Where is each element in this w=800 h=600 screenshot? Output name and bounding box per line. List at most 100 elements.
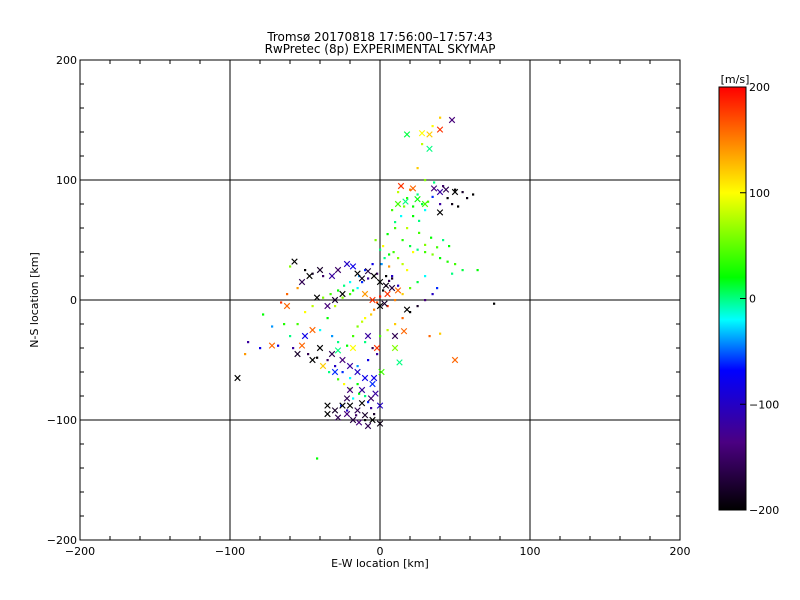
colorbar-tick-label: 0 (749, 293, 756, 306)
data-point-cross (328, 350, 336, 358)
data-point (416, 167, 419, 170)
data-point (386, 233, 389, 236)
data-point-cross (324, 302, 331, 310)
data-point-cross (364, 268, 372, 275)
data-point (394, 227, 397, 230)
data-point (391, 209, 394, 212)
data-point-cross (324, 410, 331, 418)
data-point-cross (355, 419, 363, 426)
data-point-cross (354, 407, 361, 414)
data-point (337, 341, 340, 344)
data-point (328, 371, 331, 374)
data-point (433, 181, 436, 184)
data-point-cross (331, 407, 339, 414)
data-point (346, 344, 349, 347)
colorbar-tick-label: 200 (749, 81, 770, 94)
data-point (424, 209, 427, 212)
data-point-cross (349, 344, 357, 352)
data-point (394, 221, 397, 224)
data-point-cross (234, 374, 241, 382)
colorbar-tick-label: −200 (749, 504, 779, 517)
data-point-cross (451, 188, 459, 196)
axis-ticks (79, 59, 681, 541)
data-point-cross (309, 326, 316, 334)
data-point (322, 296, 325, 299)
data-point (349, 293, 352, 296)
data-point (397, 257, 400, 260)
data-point (379, 248, 382, 251)
data-point-cross (442, 186, 450, 193)
data-point-cross (334, 414, 342, 421)
data-point-cross (328, 272, 336, 280)
x-axis-label: E-W location [km] (331, 557, 429, 570)
data-point-cross (436, 209, 444, 216)
data-point (247, 341, 250, 344)
data-point (391, 275, 394, 278)
data-point (439, 116, 442, 119)
data-point (289, 265, 292, 268)
data-point-cross (361, 412, 369, 419)
data-point (442, 185, 445, 188)
data-point (337, 289, 340, 292)
data-point (457, 205, 460, 208)
data-point (416, 193, 419, 196)
data-point-cross (339, 402, 346, 409)
data-point (292, 347, 295, 350)
data-point (356, 383, 359, 386)
data-point (358, 392, 361, 395)
data-point-cross (349, 416, 357, 424)
x-tick-labels: −200 −100 0 100 200 (65, 545, 691, 558)
data-point (361, 320, 364, 323)
colorbar-ticks: 200 100 0 −100 −200 (740, 81, 779, 517)
data-point-cross (358, 386, 366, 394)
data-point (436, 287, 439, 290)
data-point-cross (268, 342, 276, 349)
data-point (283, 323, 286, 326)
data-point (416, 281, 419, 284)
data-point (424, 275, 427, 278)
data-point (448, 245, 451, 248)
data-point-cross (436, 126, 444, 133)
data-point (352, 289, 355, 292)
data-point (388, 265, 391, 268)
data-point-cross (418, 130, 426, 137)
data-point-cross (349, 263, 357, 270)
data-point-cross (397, 182, 405, 190)
data-point (379, 295, 382, 298)
data-point-cross (448, 116, 456, 124)
y-tick-label: 200 (56, 54, 77, 67)
data-point (296, 287, 299, 290)
data-point (421, 203, 424, 206)
data-point (385, 275, 388, 278)
data-point (364, 395, 367, 398)
data-point (371, 347, 374, 350)
y-tick-labels: −200 −100 0 100 200 (47, 54, 77, 547)
data-point (382, 245, 385, 248)
data-point-cross (414, 196, 421, 203)
data-point-cross (376, 420, 384, 427)
colorbar-tick-label: −100 (749, 398, 779, 411)
data-point (316, 457, 319, 460)
data-points (234, 116, 496, 460)
data-point (436, 246, 439, 249)
data-point (364, 341, 367, 344)
data-point (401, 263, 404, 266)
data-point (424, 251, 427, 254)
data-point-cross (361, 290, 369, 298)
data-point (316, 356, 319, 359)
data-point-cross (403, 131, 411, 138)
data-point (394, 323, 397, 326)
data-point (392, 251, 395, 254)
data-point-cross (409, 185, 417, 192)
data-point-cross (306, 272, 313, 280)
data-point (439, 332, 442, 335)
data-point (259, 347, 262, 350)
data-point-cross (343, 395, 351, 402)
data-point-cross (391, 332, 399, 340)
data-point-cross (376, 278, 384, 286)
data-point (373, 413, 376, 416)
data-point (373, 308, 376, 311)
data-point-cross (430, 185, 438, 192)
x-tick-label: 200 (670, 545, 691, 558)
